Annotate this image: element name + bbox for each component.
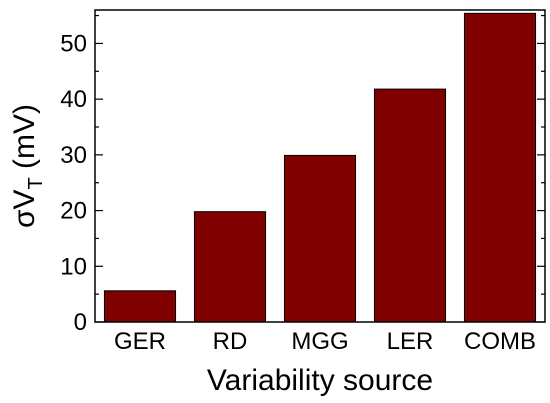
- y-axis-title-suffix: (mV): [8, 104, 41, 177]
- bar-ger: [103, 290, 177, 323]
- y-axis-title-prefix: σV: [8, 190, 41, 229]
- y-axis-ticks: 0 10 20 30 40 50: [60, 14, 545, 336]
- plot-frame: [94, 9, 546, 323]
- x-tick-label-comb: COMB: [464, 328, 536, 355]
- y-tick-label-20: 20: [60, 198, 87, 225]
- x-tick-label-mgg: MGG: [291, 328, 348, 355]
- bar-rd: [193, 211, 267, 323]
- x-axis-title: Variability source: [207, 364, 433, 397]
- bar-mgg: [283, 154, 357, 323]
- bar-ler: [373, 88, 447, 323]
- y-tick-label-30: 30: [60, 142, 87, 169]
- y-axis-title-subscript: T: [25, 177, 47, 189]
- y-axis-title: σVT (mV): [8, 104, 47, 228]
- x-tick-label-rd: RD: [213, 328, 248, 355]
- x-tick-label-ler: LER: [387, 328, 434, 355]
- y-tick-label-10: 10: [60, 253, 87, 280]
- bar-comb: [463, 12, 537, 323]
- y-tick-label-0: 0: [74, 309, 87, 336]
- bars-group: [103, 12, 537, 323]
- y-tick-label-40: 40: [60, 86, 87, 113]
- x-axis-ticks: GER RD MGG LER COMB: [114, 328, 536, 355]
- x-tick-label-ger: GER: [114, 328, 166, 355]
- y-tick-label-50: 50: [60, 30, 87, 57]
